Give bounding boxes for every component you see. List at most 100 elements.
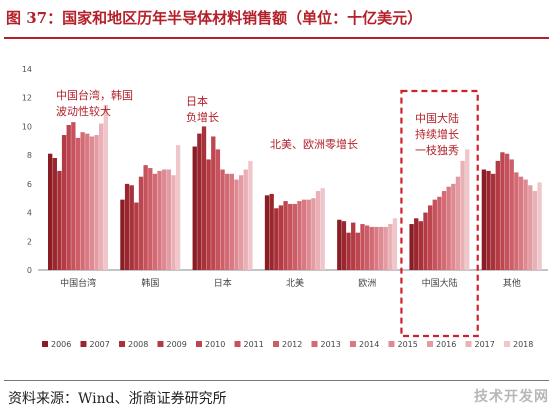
- title-divider: [4, 37, 549, 39]
- x-tick-label: 韩国: [141, 277, 159, 289]
- bar-2010: [211, 136, 216, 270]
- bar-2012: [292, 203, 298, 270]
- legend-label: 2009: [167, 340, 187, 349]
- bar-2017: [388, 224, 393, 270]
- annotation-text: 中国大陆: [415, 111, 459, 125]
- bar-2015: [451, 183, 456, 270]
- legend-swatch-2016: [427, 341, 433, 347]
- legend-label: 2011: [244, 340, 264, 349]
- bar-2012: [148, 168, 153, 270]
- legend-swatch-2010: [196, 341, 202, 347]
- bar-2013: [441, 191, 447, 270]
- bar-2009: [423, 212, 428, 270]
- bar-2013: [514, 172, 519, 270]
- bar-2017: [532, 191, 538, 270]
- bar-2011: [288, 203, 293, 270]
- bar-2007: [269, 193, 274, 270]
- bar-2013: [225, 173, 230, 270]
- bar-2006: [481, 169, 487, 270]
- legend-label: 2008: [128, 340, 148, 349]
- legend-swatch-2018: [504, 341, 510, 347]
- annotation-text: 北美、欧洲零增长: [270, 137, 358, 151]
- bar-2015: [523, 179, 528, 270]
- bar-2017: [315, 191, 321, 270]
- bar-2008: [490, 173, 496, 270]
- bar-2016: [166, 169, 171, 270]
- y-tick-label: 4: [27, 209, 32, 218]
- bar-2007: [341, 221, 347, 270]
- bar-2018: [392, 218, 398, 270]
- x-tick-label: 欧洲: [358, 277, 376, 289]
- y-tick-label: 14: [22, 65, 32, 74]
- y-tick-label: 2: [27, 237, 32, 246]
- bar-2016: [528, 185, 533, 270]
- bar-2018: [465, 149, 470, 270]
- bar-2013: [80, 132, 85, 270]
- y-tick-label: 10: [22, 122, 32, 131]
- bar-2007: [414, 218, 419, 270]
- legend-label: 2013: [321, 340, 341, 349]
- bar-2016: [311, 198, 316, 270]
- watermark-logo: 技术开发网: [474, 389, 549, 405]
- bar-2008: [274, 208, 279, 270]
- legend-swatch-2014: [350, 341, 356, 347]
- bar-2009: [278, 205, 284, 270]
- bar-2009: [206, 159, 211, 270]
- chart-legend: 2006 2007 2008 2009 2010 2011 2012 2013 2014 2015…: [42, 340, 533, 349]
- bar-2011: [143, 165, 148, 270]
- bar-2008: [129, 185, 134, 270]
- bar-2007: [124, 183, 130, 270]
- x-tick-label: 北美: [286, 277, 304, 289]
- bar-2009: [495, 160, 500, 270]
- bar-2010: [283, 201, 288, 270]
- legend-label: 2014: [359, 340, 379, 349]
- x-tick-label: 其他: [503, 277, 521, 289]
- bar-2017: [99, 123, 104, 270]
- bar-2008: [201, 126, 207, 270]
- bar-2006: [337, 219, 342, 270]
- legend-swatch-2015: [388, 341, 395, 347]
- bar-2012: [364, 225, 370, 270]
- bar-2012: [220, 169, 225, 270]
- bar-2010: [500, 152, 505, 270]
- bar-2006: [120, 199, 125, 270]
- bar-2015: [234, 179, 239, 270]
- bar-2012: [509, 159, 514, 270]
- bar-2010: [138, 176, 144, 270]
- bar-2015: [378, 226, 384, 270]
- y-tick-label: 6: [27, 180, 32, 189]
- legend-label: 2007: [90, 340, 110, 349]
- bar-2016: [383, 226, 388, 270]
- annotation-text: 一枝独秀: [415, 143, 459, 157]
- legend-label: 2018: [513, 340, 533, 349]
- bar-2016: [455, 176, 461, 270]
- bar-2011: [504, 153, 510, 270]
- bar-2008: [346, 232, 351, 270]
- bar-2017: [460, 160, 465, 270]
- bar-2014: [446, 186, 451, 270]
- y-tick-label: 8: [27, 151, 32, 160]
- bar-2015: [89, 136, 95, 270]
- bar-2006: [48, 153, 53, 270]
- bar-2007: [197, 133, 202, 270]
- bar-2017: [171, 175, 176, 270]
- footer-divider: [4, 380, 549, 381]
- y-tick-label: 0: [27, 266, 32, 275]
- bar-2013: [369, 226, 374, 270]
- bar-2012: [75, 137, 81, 270]
- bar-2013: [152, 173, 158, 270]
- y-tick-label: 12: [22, 94, 32, 103]
- legend-swatch-2017: [465, 341, 472, 347]
- legend-swatch-2008: [119, 341, 125, 347]
- bar-2017: [243, 169, 248, 270]
- annotation-text: 负增长: [186, 110, 219, 124]
- legend-label: 2006: [51, 340, 71, 349]
- bar-2014: [85, 133, 90, 270]
- chart-bars: [48, 104, 542, 270]
- annotation-text: 日本: [186, 94, 208, 108]
- x-tick-label: 中国大陆: [422, 277, 458, 289]
- x-tick-label: 中国台湾: [60, 277, 96, 289]
- bar-2014: [518, 176, 524, 270]
- legend-swatch-2012: [273, 341, 279, 347]
